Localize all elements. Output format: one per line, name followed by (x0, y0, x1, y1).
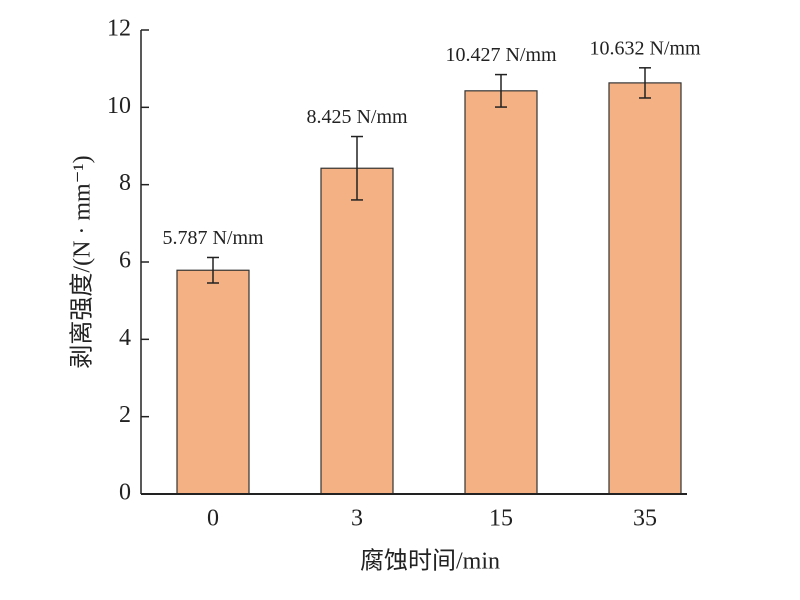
y-tick-label: 2 (119, 402, 131, 428)
x-tick-label: 35 (633, 506, 657, 532)
value-label: 8.425 N/mm (306, 106, 408, 128)
x-tick-label: 3 (351, 506, 363, 532)
x-tick-label: 0 (207, 506, 219, 532)
y-axis-title: 剥离强度/(N · mm⁻¹) (69, 155, 96, 368)
error-bar (207, 256, 219, 284)
value-label: 5.787 N/mm (162, 227, 264, 249)
error-bar (351, 135, 363, 201)
y-tick-label: 0 (119, 480, 131, 506)
bar (176, 269, 250, 495)
y-tick-label: 6 (119, 248, 131, 274)
bar (320, 167, 394, 495)
bar (608, 82, 682, 495)
bar (464, 90, 538, 495)
value-label: 10.632 N/mm (589, 37, 701, 59)
y-tick-label: 8 (119, 170, 131, 196)
y-tick-label: 4 (119, 325, 131, 351)
y-tick-label: 12 (107, 16, 131, 42)
x-tick-label: 15 (489, 506, 513, 532)
error-bar (639, 67, 651, 99)
error-bar (495, 73, 507, 108)
value-label: 10.427 N/mm (445, 44, 557, 66)
x-axis-title: 腐蚀时间/min (360, 548, 500, 575)
y-tick-label: 10 (107, 93, 131, 119)
